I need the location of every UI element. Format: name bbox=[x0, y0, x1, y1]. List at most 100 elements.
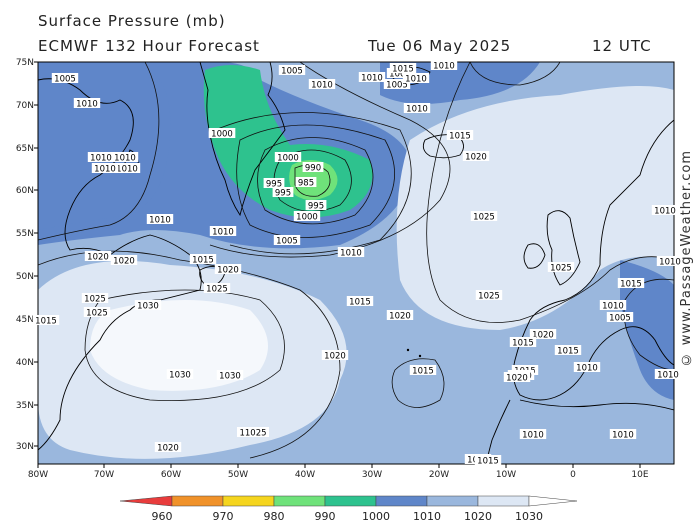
isobar-label: 1025 bbox=[206, 285, 228, 295]
isobar-label: 1025 bbox=[473, 213, 495, 223]
isobar-label: 1025 bbox=[86, 309, 108, 319]
isobar-label: 1010 bbox=[340, 249, 362, 259]
isobar-label: 1005 bbox=[276, 237, 298, 247]
colorbar-tick-label: 1010 bbox=[413, 510, 441, 523]
isobar-label: 1000 bbox=[277, 154, 299, 164]
isobar-label: 995 bbox=[275, 189, 291, 199]
isobar-label: 1005 bbox=[281, 67, 303, 77]
isobar-label: 990 bbox=[305, 164, 321, 174]
forecast-date: Tue 06 May 2025 bbox=[368, 37, 512, 55]
isobar-label: 1005 bbox=[609, 314, 631, 324]
colorbar-segment bbox=[171, 495, 224, 507]
colorbar-segment bbox=[324, 495, 377, 507]
isobar-label: 1000 bbox=[296, 213, 318, 223]
isobar-label: 1020 bbox=[217, 266, 239, 276]
isobar-label: 1010 bbox=[212, 228, 234, 238]
lat-label: 40N bbox=[16, 358, 34, 368]
isobar-label: 1010 bbox=[654, 207, 676, 217]
colorbar-segment bbox=[426, 495, 479, 507]
forecast-subtitle: ECMWF 132 Hour Forecast bbox=[38, 37, 260, 55]
isobar-label: 1010 bbox=[114, 154, 136, 164]
colorbar-segment bbox=[222, 495, 275, 507]
credit-text: © www.PassageWeather.com bbox=[679, 150, 694, 367]
isobar-label: 1030 bbox=[137, 302, 159, 312]
colorbar-segment bbox=[273, 495, 326, 507]
lon-label: 70W bbox=[94, 470, 114, 480]
lon-label: 50W bbox=[228, 470, 248, 480]
lat-label: 35N bbox=[16, 401, 34, 411]
colorbar-segment bbox=[477, 495, 530, 507]
isobar-label: 1015 bbox=[449, 132, 471, 142]
isobar-label: 1020 bbox=[506, 374, 528, 384]
map-title: Surface Pressure (mb) bbox=[38, 12, 226, 30]
isobar-label: 1015 bbox=[192, 256, 214, 266]
latitude-labels: 75N 70N 65N 60N 55N 50N 45N 40N 35N 30N bbox=[16, 58, 38, 452]
colorbar-tick-label: 990 bbox=[315, 510, 336, 523]
isobar-label: 995 bbox=[266, 180, 282, 190]
isobar-label: 995 bbox=[308, 202, 324, 212]
colorbar-tick-label: 980 bbox=[264, 510, 285, 523]
isobar-label: 1015 bbox=[477, 457, 499, 467]
longitude-labels: 80W 70W 60W 50W 40W 30W 20W 10W 0 10E bbox=[28, 464, 649, 480]
lat-label: 65N bbox=[16, 144, 34, 154]
isobar-labels: 1005100510101005101010101005100510101010… bbox=[32, 60, 684, 467]
isobar-label: 1010 bbox=[602, 302, 624, 312]
isobar-label: 1010 bbox=[361, 74, 383, 84]
lon-label: 40W bbox=[295, 470, 315, 480]
lon-label: 60W bbox=[161, 470, 181, 480]
isobar-label: 1010 bbox=[405, 75, 427, 85]
colorbar-segment bbox=[119, 495, 173, 507]
isobar-label: 1015 bbox=[557, 347, 579, 357]
isobar-label: 1005 bbox=[54, 75, 76, 85]
isobar-label: 1005 bbox=[386, 81, 408, 91]
colorbar-tick-label: 1000 bbox=[362, 510, 390, 523]
isobar-label: 1010 bbox=[311, 81, 333, 91]
isobar-label: 1030 bbox=[169, 371, 191, 381]
isobar-label: 1010 bbox=[576, 364, 598, 374]
colorbar-tick-label: 960 bbox=[152, 510, 173, 523]
isobar-label: 1020 bbox=[87, 253, 109, 263]
lon-label: 0 bbox=[570, 470, 576, 480]
isobar-label: 1010 bbox=[612, 431, 634, 441]
colorbar-segment bbox=[375, 495, 428, 507]
isobar-label: 1010 bbox=[659, 258, 681, 268]
lon-label: 30W bbox=[362, 470, 382, 480]
lat-label: 45N bbox=[16, 315, 34, 325]
lat-label: 30N bbox=[16, 442, 34, 452]
isobar-label: 1015 bbox=[349, 298, 371, 308]
lat-label: 50N bbox=[16, 272, 34, 282]
isobar-label: 1025 bbox=[550, 264, 572, 274]
isobar-label: 1025 bbox=[84, 295, 106, 305]
isobar-label: 1015 bbox=[512, 339, 534, 349]
lat-label: 70N bbox=[16, 101, 34, 111]
lon-label: 80W bbox=[28, 470, 48, 480]
isobar-label: 1020 bbox=[465, 153, 487, 163]
isobar-label: 1005 bbox=[389, 70, 411, 80]
isobar-label: 1020 bbox=[389, 312, 411, 322]
isobar-label: 1015 bbox=[412, 367, 434, 377]
lat-label: 75N bbox=[16, 58, 34, 68]
pressure-colorbar: 960 970 980 990 1000 1010 1020 1030 bbox=[119, 495, 578, 523]
isobar-label: 1030 bbox=[219, 372, 241, 382]
isobar-label: 1010 bbox=[657, 371, 679, 381]
isobar-label: 1010 bbox=[76, 100, 98, 110]
colorbar-tick-label: 970 bbox=[213, 510, 234, 523]
isobar-label: 1010 bbox=[406, 105, 428, 115]
isobar-label: 1015 bbox=[392, 65, 414, 75]
forecast-time: 12 UTC bbox=[592, 37, 652, 55]
isobar-label: 1025 bbox=[478, 292, 500, 302]
isobar-label: 1020 bbox=[157, 444, 179, 454]
isobar-label: 1015 bbox=[620, 280, 642, 290]
lon-label: 10W bbox=[496, 470, 516, 480]
isobar-label: 1015 bbox=[35, 317, 57, 327]
isobar-label: 1010 bbox=[90, 154, 112, 164]
isobar-label: 11025 bbox=[239, 429, 266, 439]
colorbar-tick-label: 1020 bbox=[464, 510, 492, 523]
isobar-label: 1010 bbox=[433, 62, 455, 72]
colorbar-segment bbox=[528, 495, 578, 507]
lat-label: 60N bbox=[16, 186, 34, 196]
isobar-label: 1020 bbox=[113, 257, 135, 267]
lon-label: 10E bbox=[631, 470, 648, 480]
isobar-label: 1010 bbox=[116, 165, 138, 175]
